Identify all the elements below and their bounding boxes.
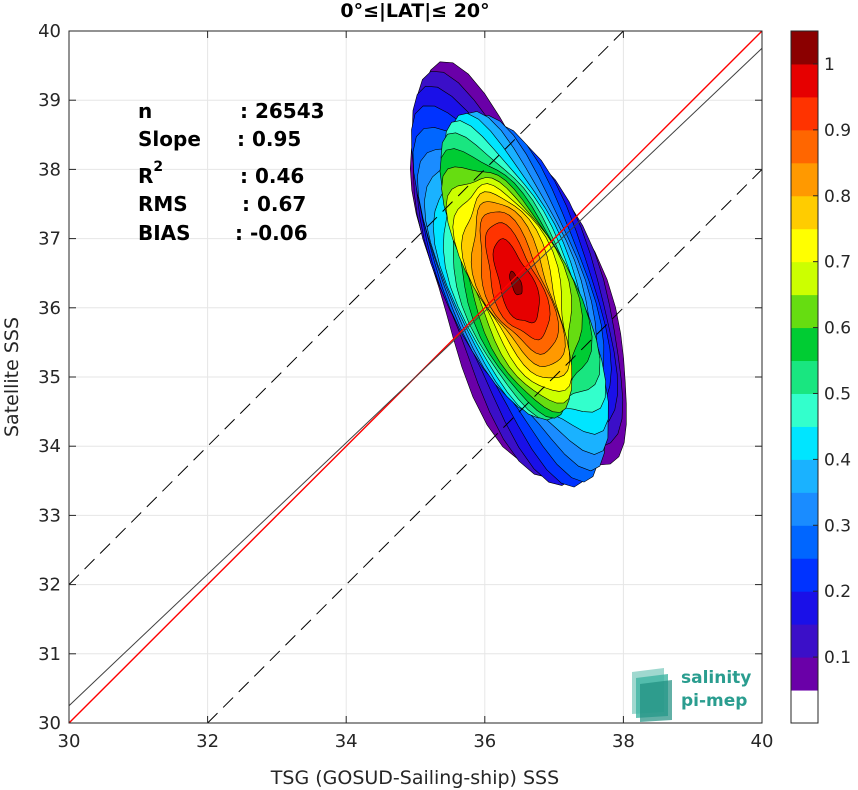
line-regression — [68, 47, 763, 707]
y-tick-label: 39 — [38, 90, 61, 111]
colorbar-tick-label: 0.2 — [824, 582, 851, 602]
x-tick-label: 38 — [612, 731, 635, 752]
colorbar-segment — [791, 525, 818, 559]
colorbar-tick-label: 0.6 — [824, 319, 851, 339]
colorbar-segment — [791, 624, 818, 658]
y-tick-label: 38 — [38, 159, 61, 180]
colorbar-segment — [791, 228, 818, 263]
colorbar-tick-label: 0.5 — [824, 384, 851, 404]
colorbar-frame — [790, 30, 819, 724]
reference-lines — [68, 30, 763, 724]
x-tick-label: 34 — [335, 731, 358, 752]
colorbar-tick-label: 0.3 — [824, 516, 851, 536]
x-tick-label: 36 — [473, 731, 496, 752]
density-contours — [409, 61, 627, 488]
colorbar-segment — [791, 657, 818, 691]
colorbar-tick-label: 1 — [824, 55, 835, 75]
y-tick-label: 34 — [38, 436, 61, 457]
colorbar-segment — [791, 162, 818, 197]
stat-label-slope: Slope — [138, 127, 201, 151]
colorbar-segment — [791, 459, 818, 493]
colorbar-segment — [791, 129, 818, 164]
colorbar-tick-label: 0.1 — [824, 648, 851, 668]
y-tick-label: 36 — [38, 298, 61, 319]
y-tick-label: 31 — [38, 644, 61, 665]
stat-label-bias: BIAS — [138, 221, 191, 245]
colorbar-segment — [791, 195, 818, 230]
colorbar-segment — [791, 591, 818, 625]
stat-superscript: 2 — [153, 159, 163, 175]
salinity-pimep-logo: salinity pi-mep — [632, 668, 751, 722]
colorbar-segment — [791, 63, 818, 98]
colorbar: 0.1 0.2 0.3 0.4 0.5 0.6 0.7 0.8 0.9 1 — [790, 30, 851, 724]
stat-value-r: : 0.46 — [240, 164, 304, 188]
logo-line1: salinity — [681, 668, 751, 688]
stat-value-rms: : 0.67 — [242, 192, 306, 216]
colorbar-segment — [791, 690, 818, 724]
colorbar-tick-label: 0.9 — [824, 121, 851, 141]
x-tick-label: 32 — [196, 731, 219, 752]
colorbar-segment — [791, 31, 818, 65]
colorbar-tick-label: 0.4 — [824, 450, 851, 470]
colorbar-segment — [791, 426, 818, 460]
x-tick-label: 40 — [751, 731, 774, 752]
x-ticks: 30 32 34 36 38 40 — [58, 31, 774, 752]
colorbar-segment — [791, 96, 818, 131]
y-tick-label: 35 — [38, 367, 61, 388]
y-tick-label: 30 — [38, 713, 61, 734]
colorbar-segment — [791, 558, 818, 592]
y-axis-label: Satellite SSS — [1, 317, 23, 437]
x-tick-label: 30 — [58, 731, 81, 752]
stat-value-bias: : -0.06 — [235, 221, 308, 245]
logo-line2: pi-mep — [681, 691, 747, 711]
colorbar-segment — [791, 393, 818, 427]
colorbar-segment — [791, 294, 818, 329]
stat-label-n: n — [138, 99, 152, 123]
colorbar-segment — [791, 492, 818, 526]
y-ticks: 30 31 32 33 34 35 36 37 38 39 40 — [38, 21, 762, 734]
colorbar-tick-label: 0.7 — [824, 253, 851, 273]
x-axis-label: TSG (GOSUD-Sailing-ship) SSS — [270, 767, 559, 789]
colorbar-segment — [791, 261, 818, 296]
colorbar-tick-label: 0.8 — [824, 187, 851, 207]
y-tick-label: 33 — [38, 505, 61, 526]
y-tick-label: 37 — [38, 229, 61, 250]
stat-value-slope: : 0.95 — [237, 127, 301, 151]
chart-title: 0°≤|LAT|≤ 20° — [340, 0, 489, 22]
stat-label-rms: RMS — [138, 192, 188, 216]
y-tick-label: 40 — [38, 21, 61, 42]
stat-value-n: : 26543 — [240, 99, 325, 123]
colorbar-segment — [791, 360, 818, 394]
colorbar-segment — [791, 327, 818, 362]
y-tick-label: 32 — [38, 575, 61, 596]
